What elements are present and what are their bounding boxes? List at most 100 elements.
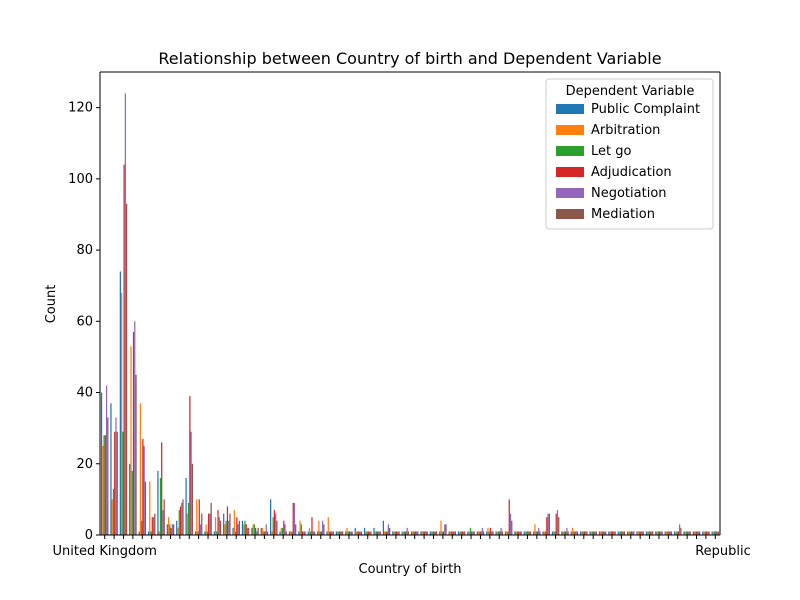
bar <box>655 531 657 535</box>
bar <box>132 331 135 535</box>
bar <box>116 431 118 535</box>
bar <box>586 531 588 535</box>
bar <box>357 531 359 535</box>
bar <box>138 531 140 535</box>
bar <box>714 531 716 535</box>
bar <box>573 531 575 535</box>
bar <box>219 520 222 535</box>
bar <box>199 524 202 535</box>
bar <box>656 531 658 535</box>
bar <box>668 531 670 535</box>
bar <box>551 531 554 535</box>
bar <box>715 531 717 535</box>
bar <box>544 531 547 535</box>
bar <box>387 524 390 535</box>
bar <box>448 531 450 535</box>
bar <box>172 524 175 535</box>
bar <box>279 531 281 535</box>
bar <box>124 93 126 536</box>
bar <box>661 531 663 535</box>
bar <box>373 527 375 535</box>
bar <box>119 271 121 535</box>
bar <box>143 445 145 535</box>
bar <box>608 531 610 535</box>
bar <box>637 531 639 535</box>
x-tick-label: Republic <box>695 544 751 559</box>
bar <box>675 531 677 535</box>
bar <box>290 531 292 535</box>
bar <box>213 531 215 535</box>
bar <box>636 531 638 535</box>
bar <box>151 517 153 535</box>
bar <box>627 531 629 535</box>
bar <box>359 531 361 535</box>
bar <box>610 531 612 535</box>
bar <box>712 531 715 535</box>
bar <box>489 527 492 535</box>
bar <box>144 481 147 535</box>
bar <box>346 527 348 535</box>
bar <box>548 513 550 535</box>
y-tick-label: 0 <box>85 528 93 543</box>
bar <box>632 531 634 535</box>
bar <box>382 520 385 535</box>
bar <box>194 531 197 535</box>
y-tick-label: 60 <box>76 314 93 329</box>
bar <box>197 531 199 535</box>
bar <box>558 517 560 535</box>
bar <box>407 531 410 535</box>
bar <box>266 531 269 535</box>
bar <box>645 531 648 535</box>
bar <box>293 502 296 535</box>
bar <box>171 524 173 535</box>
bar <box>248 527 250 535</box>
bar <box>375 531 378 535</box>
bar <box>590 531 592 535</box>
bar <box>461 531 463 535</box>
bar <box>152 517 155 535</box>
bar <box>280 527 282 535</box>
bar <box>238 520 240 535</box>
bar <box>285 531 287 535</box>
bar <box>377 531 379 535</box>
bar <box>623 531 626 535</box>
bar <box>583 531 586 535</box>
bar <box>495 531 497 535</box>
bar <box>565 531 567 535</box>
bar <box>328 531 331 535</box>
bar <box>697 531 700 535</box>
bar <box>216 531 218 535</box>
bar <box>593 531 595 535</box>
bar <box>337 531 339 535</box>
bar <box>676 531 678 535</box>
bar <box>472 531 474 535</box>
bar <box>251 527 253 535</box>
bar <box>292 502 294 535</box>
bar <box>261 527 264 535</box>
bar <box>283 520 285 535</box>
bar <box>224 524 226 535</box>
bar <box>303 531 305 535</box>
bar <box>110 403 112 535</box>
bar <box>263 531 265 535</box>
bar <box>291 531 293 535</box>
bar <box>122 431 124 535</box>
bar <box>169 524 171 535</box>
bar <box>618 531 621 535</box>
bar <box>417 531 419 535</box>
bar <box>204 531 206 535</box>
bar <box>614 531 616 535</box>
bar <box>711 531 713 535</box>
bar <box>232 527 234 535</box>
bar <box>410 531 413 535</box>
bar <box>617 531 619 535</box>
bar <box>112 488 115 535</box>
bar <box>628 531 630 535</box>
bar <box>255 527 257 535</box>
bar <box>420 531 422 535</box>
bar <box>401 531 403 535</box>
bar <box>695 531 697 535</box>
bar <box>275 513 277 535</box>
bar <box>134 321 136 535</box>
